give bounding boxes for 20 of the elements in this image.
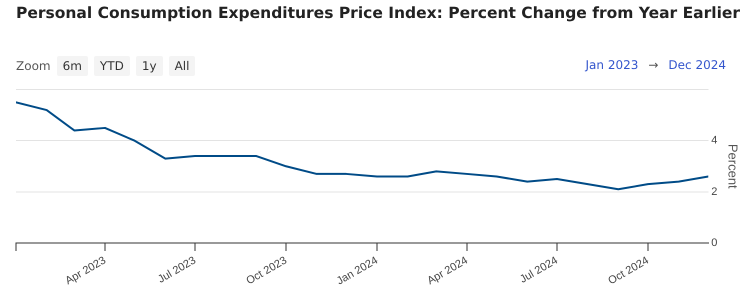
y-tick-label: 4 — [711, 134, 718, 147]
x-tick-label: Jul 2024 — [518, 254, 560, 286]
text: Dec 2024 — [668, 58, 726, 72]
y-axis-title: Percent — [726, 144, 741, 190]
x-tick-label: Oct 2023 — [244, 254, 290, 288]
chart-title: Personal Consumption Expenditures Price Index: Percent Change from Year Earlier — [16, 4, 740, 22]
x-tick-label: Jan 2024 — [334, 254, 380, 288]
y-tick-label: 2 — [711, 186, 718, 198]
text: Jan 2023 — [586, 58, 638, 72]
text: → — [648, 58, 658, 72]
text: All — [168, 56, 196, 76]
text: 1y — [136, 56, 163, 76]
text: YTD — [94, 56, 130, 76]
y-tick-label: 0 — [711, 236, 718, 249]
x-tick-label: Apr 2024 — [425, 254, 470, 288]
x-tick-label: Apr 2023 — [63, 254, 108, 288]
text: 6m — [56, 56, 88, 76]
text: Zoom — [16, 59, 51, 73]
x-tick-label: Oct 2024 — [606, 254, 651, 288]
x-tick-label: Jul 2023 — [156, 254, 198, 286]
